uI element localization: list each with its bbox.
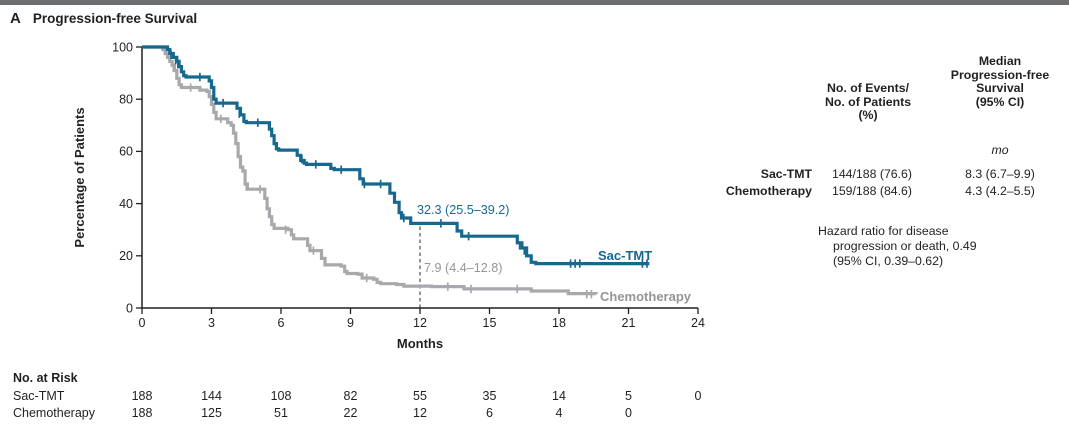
series-curve-sac-tmt (142, 45, 650, 266)
y-tick-label: 40 (119, 197, 133, 211)
risk-count: 0 (625, 405, 632, 420)
risk-count: 188 (131, 405, 153, 420)
risk-count: 51 (274, 405, 288, 420)
x-tick-label: 21 (622, 316, 636, 330)
figure-title-row: A Progression-free Survival (10, 10, 197, 28)
risk-count: 188 (131, 389, 153, 403)
y-tick-label: 0 (126, 301, 133, 315)
stats-row-sac-tmt: Sac-TMT 144/188 (76.6) 8.3 (6.7–9.9) (700, 167, 1069, 183)
median-annotation: 32.3 (25.5–39.2) (417, 203, 509, 217)
x-axis-label: Months (397, 336, 443, 351)
x-tick-label: 18 (552, 316, 566, 330)
stats-row-chemotherapy: Chemotherapy 159/188 (84.6) 4.3 (4.2–5.5… (700, 183, 1069, 200)
risk-count: 5 (625, 389, 632, 403)
risk-count: 0 (694, 389, 702, 403)
events-value: 159/188 (84.6) (832, 183, 912, 198)
risk-count: 14 (552, 389, 566, 403)
panel-letter: A (10, 10, 21, 27)
risk-count: 144 (201, 389, 222, 403)
curve-end-label-chemotherapy: Chemotherapy (600, 289, 692, 304)
y-tick-label: 60 (119, 145, 133, 159)
no-at-risk-title: No. at Risk (13, 371, 78, 385)
y-tick-label: 100 (112, 40, 133, 54)
unit-label-mo: mo (991, 143, 1009, 157)
risk-count: 4 (555, 405, 563, 420)
risk-count: 55 (413, 389, 427, 403)
x-tick-label: 12 (413, 316, 427, 330)
stats-row-label: Chemotherapy (725, 183, 812, 198)
x-tick-label: 6 (278, 316, 285, 330)
x-tick-label: 9 (347, 316, 354, 330)
y-tick-label: 80 (119, 93, 133, 107)
kaplan-meier-plot: 0 20 40 60 80 100 0 3 6 9 12 15 18 21 24 Months Percenta… (72, 40, 705, 351)
hazard-ratio-note: Hazard ratio for disease progression or … (818, 224, 977, 268)
median-value: 4.3 (4.2–5.5) (965, 183, 1035, 198)
risk-count: 108 (270, 389, 292, 403)
x-tick-label: 0 (139, 316, 146, 330)
risk-count: 6 (486, 405, 493, 420)
risk-count: 82 (343, 389, 358, 403)
risk-row-label: Chemotherapy (13, 405, 95, 420)
x-tick-label: 24 (691, 316, 705, 330)
y-tick-label: 20 (119, 249, 133, 263)
y-axis-label: Percentage of Patients (72, 107, 87, 247)
risk-count: 35 (482, 389, 497, 403)
risk-row-label: Sac-TMT (13, 389, 65, 403)
risk-count: 22 (343, 405, 358, 420)
median-column-header: Median Progression-free Survival (95% CI… (950, 54, 1050, 109)
x-tick-label: 3 (208, 316, 215, 330)
risk-count: 12 (413, 405, 427, 420)
figure-title: Progression-free Survival (32, 11, 198, 26)
median-annotation: 7.9 (4.4–12.8) (424, 261, 502, 275)
median-value: 8.3 (6.7–9.9) (965, 167, 1035, 181)
x-tick-label: 15 (483, 316, 497, 330)
top-divider-bar (0, 0, 1069, 5)
risk-count: 125 (201, 405, 222, 420)
series-curve-chemotherapy (142, 45, 598, 296)
events-value: 144/188 (76.6) (832, 167, 912, 181)
events-column-header: No. of Events/ No. of Patients (%) (824, 81, 912, 123)
curve-end-label-sac-tmt: Sac-TMT (598, 248, 652, 263)
no-at-risk-table: No. at Risk Sac-TMT 188 144 108 82 55 35 14 5 0 Ch… (13, 371, 702, 420)
stats-row-label: Sac-TMT (760, 167, 812, 181)
